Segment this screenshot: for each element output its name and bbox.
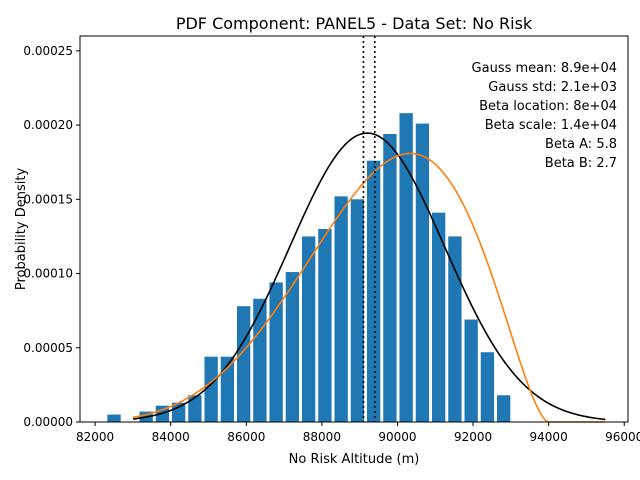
- histogram-bar: [269, 282, 283, 422]
- histogram-bar: [350, 199, 365, 422]
- beta-curve: [132, 152, 606, 423]
- histogram-bar: [334, 196, 348, 422]
- x-tick-label: 92000: [454, 430, 492, 444]
- y-tick-label: 0.00010: [23, 267, 73, 281]
- histogram-bar: [496, 395, 511, 422]
- histogram-bar: [383, 133, 397, 422]
- x-axis-label: No Risk Altitude (m): [289, 452, 420, 467]
- histogram-bar: [285, 272, 300, 422]
- y-tick-label: 0.00020: [23, 118, 73, 132]
- x-tick-label: 94000: [530, 430, 568, 444]
- x-axis-ticks: 82000 84000 86000 88000 90000 92000 94000 96000: [76, 422, 640, 444]
- histogram-bar: [448, 236, 462, 422]
- fit-curves: [132, 132, 606, 423]
- histogram-bar: [366, 160, 381, 422]
- x-tick-label: 86000: [227, 430, 265, 444]
- annotation-text: Gauss mean: 8.9e+04: [472, 61, 617, 76]
- x-tick-label: 84000: [152, 430, 190, 444]
- annotation-text: Beta B: 2.7: [545, 156, 617, 171]
- y-axis-label: Probability Density: [14, 168, 29, 291]
- x-tick-label: 82000: [76, 430, 114, 444]
- histogram-bar: [188, 395, 202, 422]
- chart-title: PDF Component: PANEL5 - Data Set: No Ris…: [176, 14, 533, 33]
- histogram-bar: [204, 356, 218, 422]
- histogram-bar: [318, 229, 332, 422]
- marker-lines: [362, 36, 376, 422]
- histogram-bar: [464, 319, 478, 422]
- y-tick-label: 0.00005: [23, 341, 73, 355]
- annotation-text: Beta location: 8e+04: [479, 99, 617, 114]
- y-tick-label: 0.00000: [23, 415, 73, 429]
- annotation-text: Gauss std: 2.1e+03: [488, 80, 617, 95]
- histogram-bar: [399, 113, 413, 422]
- plot-frame: [79, 35, 629, 423]
- x-tick-label: 88000: [303, 430, 341, 444]
- histogram-bar: [431, 212, 446, 422]
- histogram-bar: [480, 352, 495, 422]
- y-tick-label: 0.00025: [23, 44, 73, 58]
- histogram-bar: [301, 236, 316, 422]
- histogram-bar: [171, 402, 186, 422]
- x-tick-label: 96000: [605, 430, 640, 444]
- annotation-text: Beta scale: 1.4e+04: [485, 118, 617, 133]
- y-tick-label: 0.00015: [23, 192, 73, 206]
- histogram-bar: [253, 298, 267, 422]
- histogram-bar: [236, 306, 251, 422]
- histogram-bars: [107, 113, 511, 422]
- histogram-bar: [107, 414, 121, 422]
- histogram-bar: [415, 123, 430, 422]
- parameter-annotations: Gauss mean: 8.9e+04 Gauss std: 2.1e+03 Bet…: [472, 61, 617, 171]
- x-tick-label: 90000: [378, 430, 416, 444]
- histogram-bar: [220, 356, 235, 422]
- gauss-curve: [132, 132, 606, 421]
- y-axis-ticks: 0.00000 0.00005 0.00010 0.00015 0.00020 0.000…: [23, 44, 80, 429]
- annotation-text: Beta A: 5.8: [545, 137, 617, 152]
